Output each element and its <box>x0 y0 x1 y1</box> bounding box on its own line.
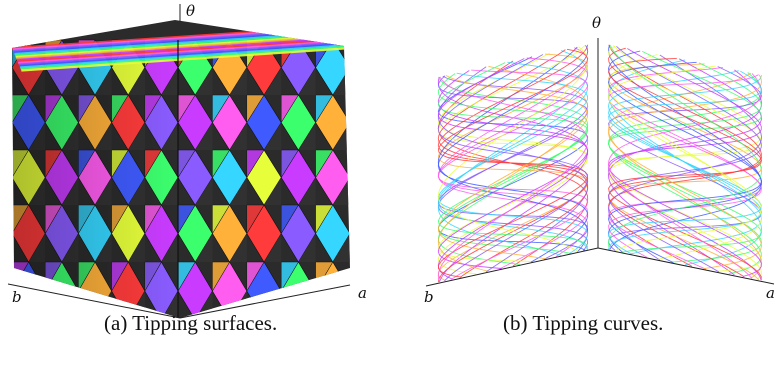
surface-stripe <box>16 35 345 60</box>
tipping-curve <box>608 61 762 264</box>
surface-facet <box>195 122 213 150</box>
tipping-surfaces-panel: θ b a <box>7 2 367 319</box>
tipping-curve <box>437 54 589 282</box>
surface-stripe <box>17 38 345 63</box>
tipping-curve <box>437 69 589 280</box>
surface-facet <box>212 261 231 292</box>
tipping-curve <box>608 73 762 279</box>
tipping-curve <box>608 65 762 252</box>
surface-stripe <box>20 44 345 69</box>
a-label-a: a <box>358 284 367 302</box>
surface-facet <box>264 67 282 95</box>
surface-stripe <box>19 42 345 68</box>
tipping-curve <box>608 45 762 272</box>
surface-facet <box>264 177 282 205</box>
tipping-surfaces-cube <box>12 20 350 318</box>
tipping-curve <box>437 45 589 263</box>
theta-label-a: θ <box>186 2 195 20</box>
tipping-curve <box>437 75 589 260</box>
surface-facet <box>298 122 316 150</box>
surface-facet <box>298 67 316 95</box>
b-label-b: b <box>424 288 434 306</box>
surface-facet <box>332 291 350 318</box>
surface-facet <box>315 204 334 235</box>
tipping-curve <box>608 74 762 270</box>
surface-stripe <box>20 45 345 71</box>
tipping-curve <box>608 50 762 253</box>
b-axis-b <box>425 247 599 287</box>
tipping-curve <box>608 44 762 251</box>
surface-stripe <box>15 33 345 59</box>
tipping-curve <box>608 45 762 273</box>
b-axis-a <box>7 283 181 319</box>
surface-facet <box>315 94 334 124</box>
surface-facet <box>246 94 265 124</box>
a-axis-a <box>179 284 351 319</box>
surface-facet <box>298 233 316 262</box>
surface-facet <box>195 177 213 205</box>
surface-stripe <box>18 41 345 66</box>
surface-facet <box>280 94 299 124</box>
surface-facet <box>246 149 265 179</box>
tipping-curve <box>437 48 589 278</box>
surface-stripe <box>16 36 345 62</box>
b-label-a: b <box>12 288 22 306</box>
surface-facet <box>195 67 213 95</box>
surface-facet <box>229 67 247 95</box>
surface-facet <box>280 261 299 292</box>
a-axis-b <box>597 247 775 285</box>
surface-facet <box>28 291 46 318</box>
tipping-curves-panel: θ b a <box>424 14 775 306</box>
surface-facet <box>229 122 247 150</box>
surface-facet <box>298 291 316 318</box>
surface-facet <box>315 149 334 179</box>
caption-tipping-surfaces: (a) Tipping surfaces. <box>104 311 278 335</box>
surface-facet <box>212 149 231 179</box>
surface-stripe <box>21 47 345 72</box>
surface-facet <box>229 177 247 205</box>
surface-facet <box>315 261 334 292</box>
surface-facet <box>212 204 231 235</box>
tipping-curve <box>437 62 589 250</box>
tipping-curve <box>608 54 762 261</box>
surface-facet <box>246 261 265 292</box>
tipping-curve <box>437 46 589 253</box>
surface-facet <box>298 177 316 205</box>
surface-facet <box>280 204 299 235</box>
surface-facet <box>229 233 247 262</box>
tipping-curve <box>437 76 589 283</box>
surface-stripe <box>18 39 345 65</box>
surface-facet <box>212 94 231 124</box>
tipping-curve <box>437 58 589 269</box>
surface-facet <box>280 149 299 179</box>
tipping-curve <box>608 70 762 255</box>
tipping-curve <box>437 76 589 283</box>
surface-facet <box>332 177 350 205</box>
a-label-b: a <box>766 284 775 302</box>
tipping-curve <box>438 75 588 260</box>
tipping-curve <box>608 44 762 251</box>
surface-facet <box>246 204 265 235</box>
tipping-curve <box>608 48 762 277</box>
surface-facet <box>264 233 282 262</box>
tipping-curve <box>438 72 588 255</box>
surface-facet <box>332 233 350 262</box>
surface-facet <box>332 122 350 150</box>
theta-label-b: θ <box>592 14 601 32</box>
surface-facet <box>195 233 213 262</box>
tipping-curve <box>608 57 762 281</box>
surface-facet <box>264 122 282 150</box>
caption-tipping-curves: (b) Tipping curves. <box>503 311 664 335</box>
tipping-curves <box>437 44 762 283</box>
